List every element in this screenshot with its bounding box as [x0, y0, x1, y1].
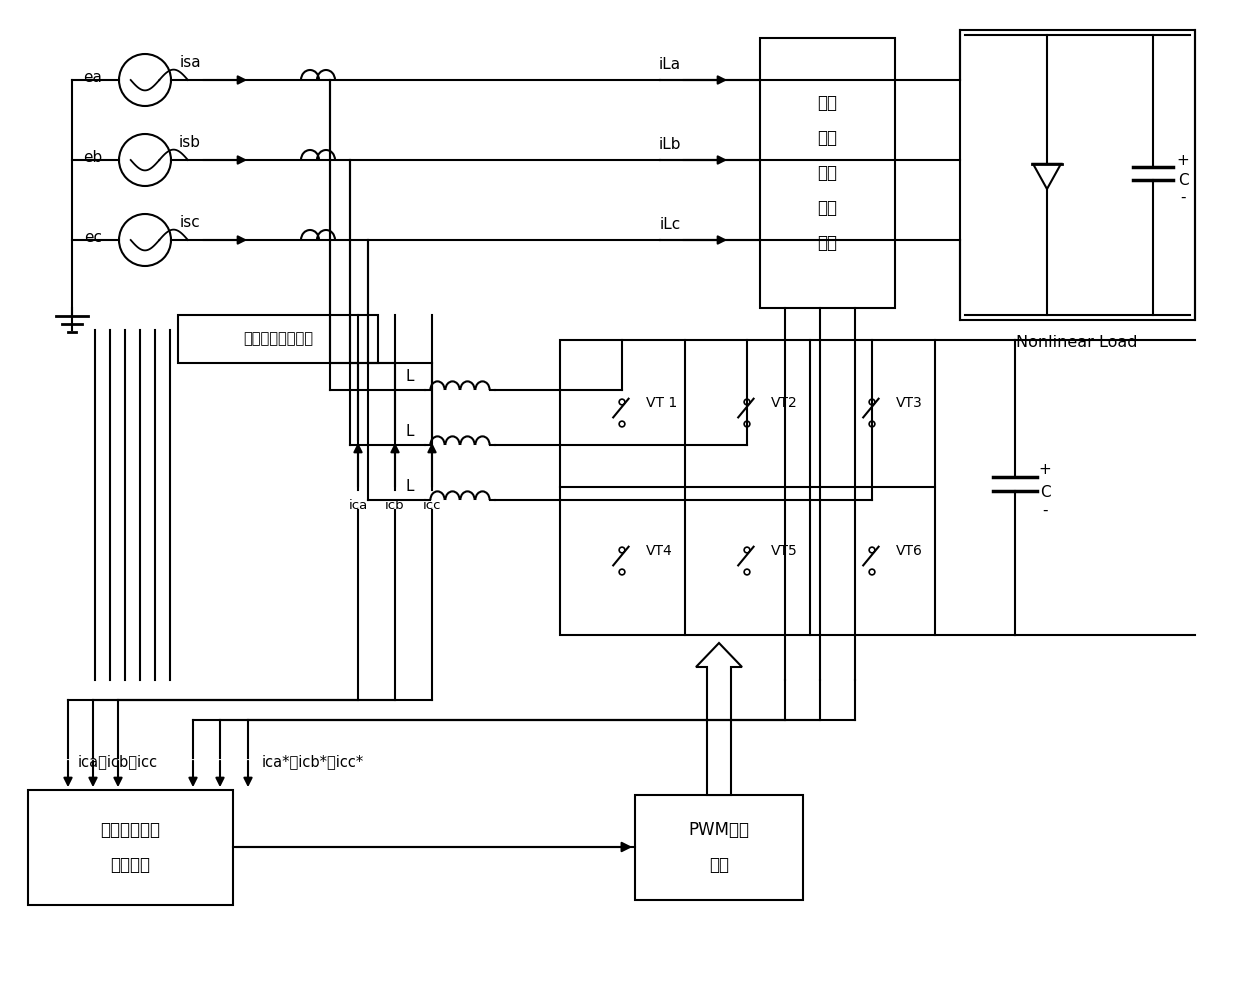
Bar	[29, 790, 233, 905]
FancyArrow shape	[696, 643, 742, 795]
Text: C: C	[1178, 172, 1188, 188]
Text: ea: ea	[83, 69, 103, 84]
Bar	[960, 30, 1195, 320]
Text: isb: isb	[179, 135, 201, 149]
Bar	[635, 795, 804, 900]
Text: 负载
谐波
电流
检测
模块: 负载 谐波 电流 检测 模块	[817, 94, 837, 251]
Text: Nonlinear Load: Nonlinear Load	[1017, 334, 1138, 349]
Bar	[179, 315, 378, 363]
Text: ica、icb、icc: ica、icb、icc	[78, 755, 159, 769]
Text: ec: ec	[84, 229, 102, 244]
Text: iLa: iLa	[658, 56, 681, 71]
Text: VT3: VT3	[897, 396, 923, 410]
Text: PWM调制
模块: PWM调制 模块	[688, 821, 749, 874]
Text: 谐波电流跟踪
控制模块: 谐波电流跟踪 控制模块	[100, 821, 160, 874]
Text: VT 1: VT 1	[646, 396, 677, 410]
Text: -: -	[1043, 502, 1048, 517]
Text: VT4: VT4	[646, 544, 673, 558]
Text: icb: icb	[386, 498, 404, 511]
Text: iLb: iLb	[658, 136, 681, 151]
Text: C: C	[1039, 485, 1050, 499]
Text: VT2: VT2	[771, 396, 797, 410]
Text: icc: icc	[423, 498, 441, 511]
Text: L: L	[405, 369, 414, 384]
Text: isc: isc	[180, 215, 201, 229]
Bar	[760, 38, 895, 308]
Text: eb: eb	[83, 149, 103, 164]
Text: iLc: iLc	[660, 217, 681, 231]
Bar	[560, 340, 935, 635]
Text: L: L	[405, 479, 414, 494]
Text: L: L	[405, 423, 414, 438]
Text: VT5: VT5	[771, 544, 797, 558]
Text: VT6: VT6	[897, 544, 923, 558]
Text: +: +	[1039, 462, 1052, 477]
Text: +: +	[1177, 152, 1189, 167]
Text: 补偿电流检测模块: 补偿电流检测模块	[243, 331, 312, 346]
Text: ica*、icb*、icc*: ica*、icb*、icc*	[262, 755, 365, 769]
Text: isa: isa	[180, 54, 201, 69]
Text: ica: ica	[348, 498, 367, 511]
Text: -: -	[1180, 190, 1185, 205]
